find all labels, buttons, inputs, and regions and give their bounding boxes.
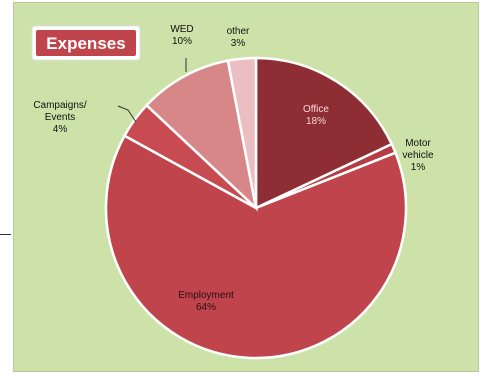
leader-lines bbox=[117, 58, 187, 123]
slice-label-wed: WED 10% bbox=[170, 24, 193, 47]
slice-percent-label: 4% bbox=[53, 124, 68, 135]
pie-slice-employment bbox=[104, 134, 408, 360]
pie-slice-wed bbox=[144, 59, 258, 212]
leader-line bbox=[117, 105, 137, 123]
edge-tick-mark bbox=[0, 234, 11, 235]
slice-percent-label: 64% bbox=[196, 302, 216, 313]
slice-label-motor-vehicle: Motor vehicle 1% bbox=[402, 138, 434, 173]
chart-title: Expenses bbox=[46, 34, 125, 53]
slice-percent-label: 18% bbox=[306, 116, 326, 127]
slice-label-campaigns-events: Campaigns/Events 4% bbox=[33, 100, 87, 135]
slice-label-office: Office 18% bbox=[303, 104, 329, 127]
pie-slice-other bbox=[226, 56, 258, 209]
slice-percent-label: 3% bbox=[231, 38, 246, 49]
chart-title-box: Expenses bbox=[31, 25, 141, 61]
slice-label-other: other 3% bbox=[227, 26, 250, 49]
slice-label-employment: Employment 64% bbox=[178, 290, 234, 313]
slice-percent-label: 1% bbox=[411, 162, 426, 173]
slice-percent-label: 10% bbox=[172, 36, 192, 47]
pie-slices bbox=[104, 56, 408, 360]
slice-labels: Office 18% Motor vehicle 1% Employment 64% Camp… bbox=[33, 24, 434, 313]
pie-slice-office bbox=[254, 56, 394, 210]
